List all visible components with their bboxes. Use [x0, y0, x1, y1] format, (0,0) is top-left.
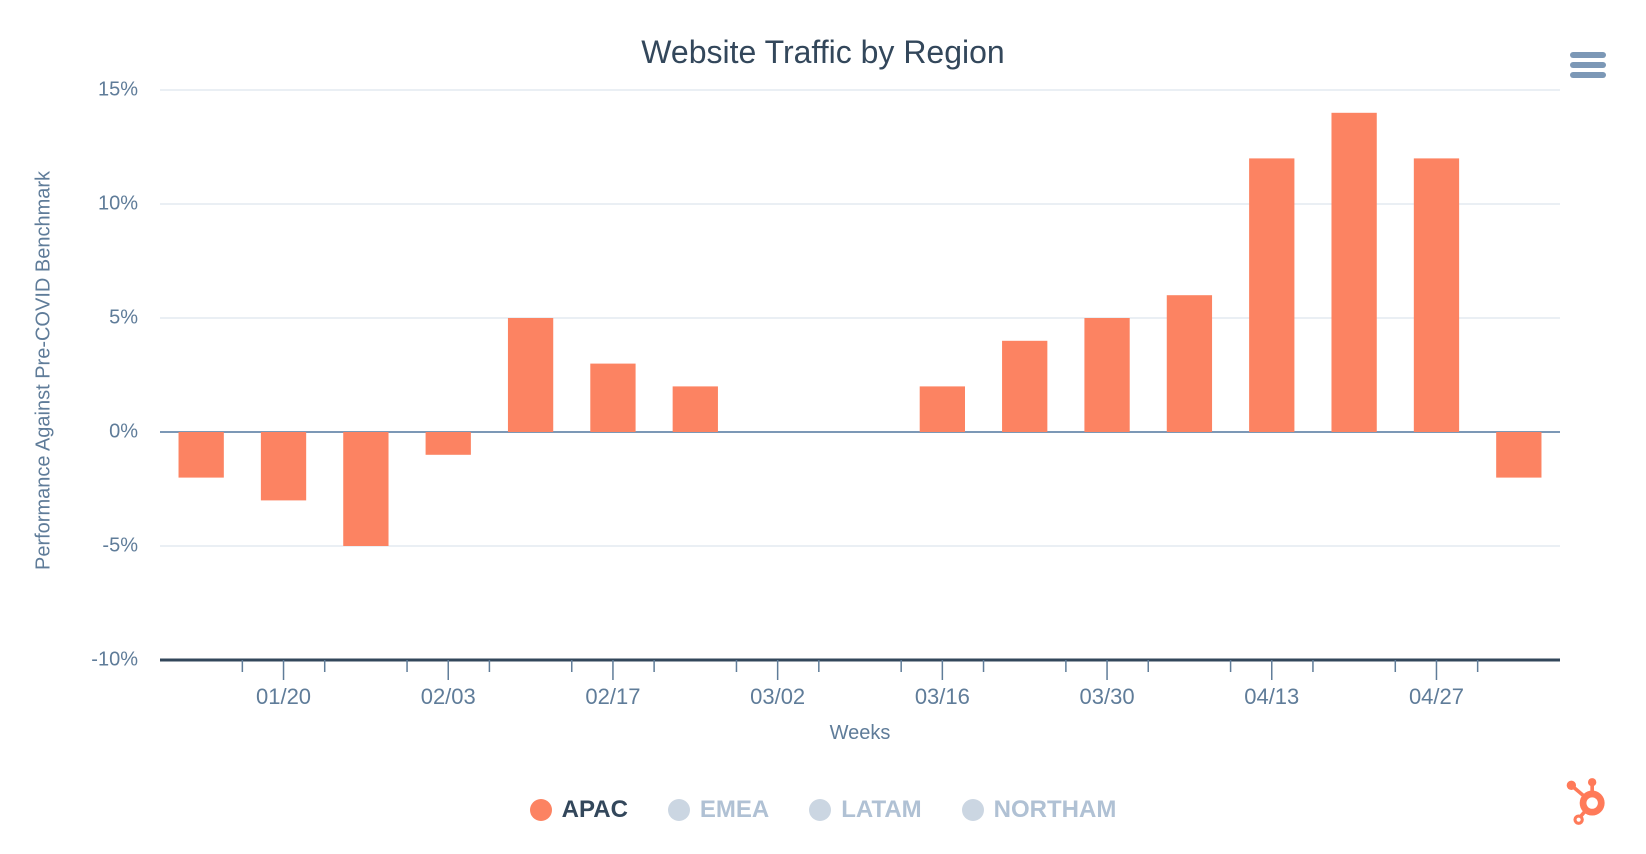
legend-dot-icon: [668, 799, 690, 821]
x-tick-label: 01/20: [256, 684, 311, 709]
y-tick-label: 5%: [109, 306, 138, 328]
y-tick-label: 0%: [109, 420, 138, 442]
x-tick-label: 02/03: [421, 684, 476, 709]
bar: [179, 432, 224, 478]
y-tick-label: 10%: [98, 192, 138, 214]
bar: [1002, 341, 1047, 432]
bar: [261, 432, 306, 500]
legend-label: APAC: [562, 796, 628, 824]
x-tick-label: 04/13: [1244, 684, 1299, 709]
chart-container: Website Traffic by Region Performance Ag…: [0, 0, 1646, 854]
x-axis-label: Weeks: [160, 722, 1560, 745]
x-tick-label: 02/17: [585, 684, 640, 709]
legend-item-latam[interactable]: LATAM: [809, 796, 921, 824]
x-tick-label: 03/16: [915, 684, 970, 709]
legend-label: LATAM: [841, 796, 921, 824]
bar: [1084, 318, 1129, 432]
legend-dot-icon: [962, 799, 984, 821]
bar: [1414, 158, 1459, 432]
bar: [673, 386, 718, 432]
legend-item-emea[interactable]: EMEA: [668, 796, 769, 824]
y-tick-label: -10%: [91, 648, 138, 670]
bar: [1167, 295, 1212, 432]
bar: [1496, 432, 1541, 478]
legend-dot-icon: [809, 799, 831, 821]
x-tick-label: 04/27: [1409, 684, 1464, 709]
bar: [426, 432, 471, 455]
bar: [1331, 113, 1376, 432]
legend-label: NORTHAM: [994, 796, 1117, 824]
bar: [590, 364, 635, 432]
legend-item-northam[interactable]: NORTHAM: [962, 796, 1117, 824]
legend-dot-icon: [530, 799, 552, 821]
y-tick-label: -5%: [102, 534, 138, 556]
bar: [1249, 158, 1294, 432]
x-tick-label: 03/30: [1080, 684, 1135, 709]
legend: APAC EMEA LATAM NORTHAM: [0, 796, 1646, 824]
bar: [920, 386, 965, 432]
y-tick-label: 15%: [98, 78, 138, 100]
bar: [508, 318, 553, 432]
legend-item-apac[interactable]: APAC: [530, 796, 628, 824]
legend-label: EMEA: [700, 796, 769, 824]
bar: [343, 432, 388, 546]
hubspot-logo-icon: [1562, 776, 1614, 828]
x-tick-label: 03/02: [750, 684, 805, 709]
